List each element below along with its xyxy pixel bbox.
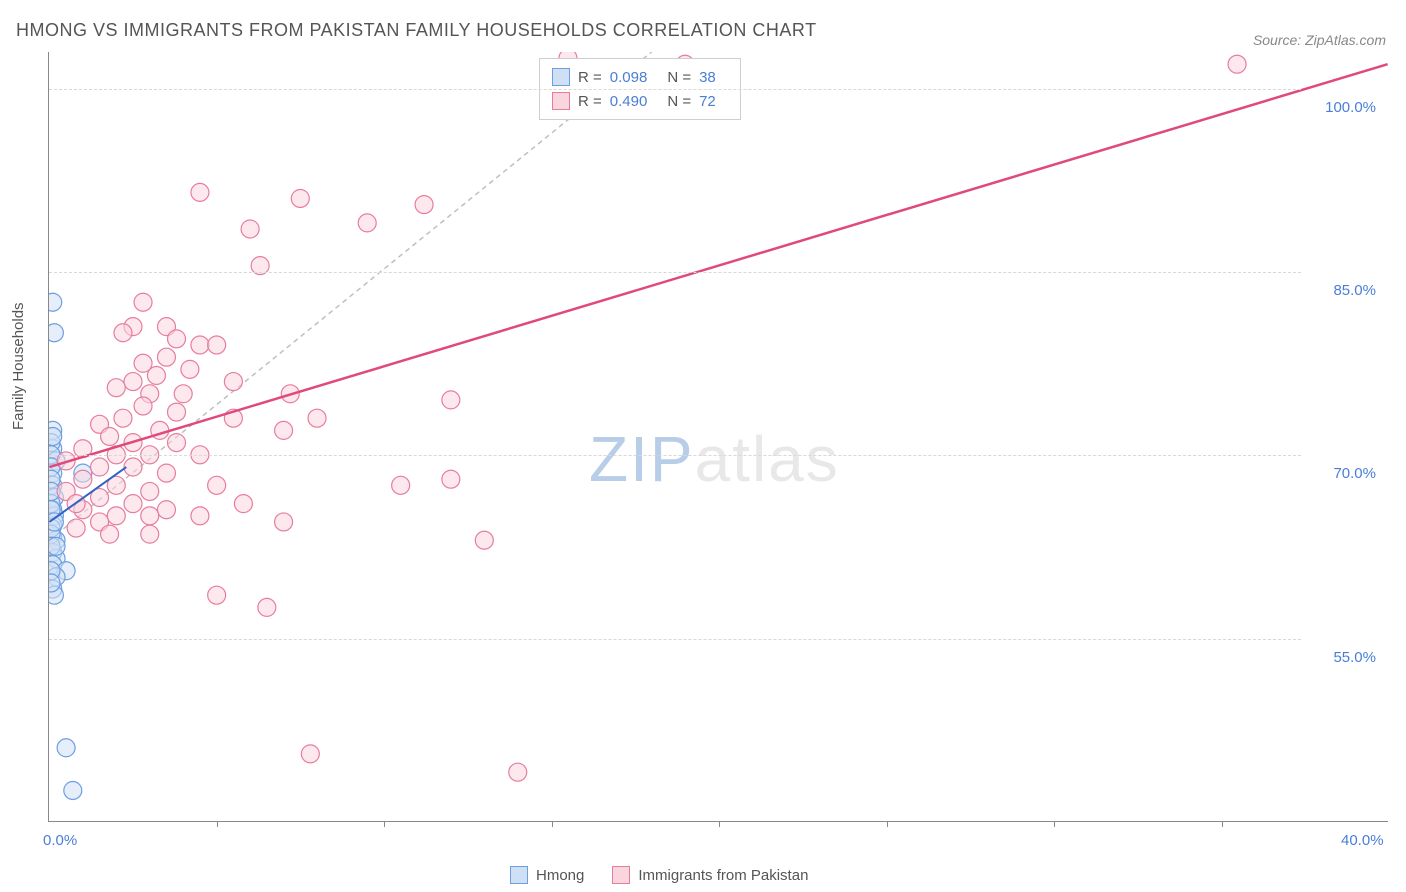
plot-area: ZIPatlas R = 0.098 N = 38 R = 0.490 N = 72 55.0… [48,52,1388,822]
y-tick-label: 55.0% [1333,649,1376,666]
chart-source: Source: ZipAtlas.com [1253,32,1386,48]
x-tick [887,821,888,827]
watermark-atlas: atlas [695,423,840,495]
x-tick-label: 40.0% [1341,832,1384,849]
legend-swatch [510,866,528,884]
legend-label: Immigrants from Pakistan [638,867,808,884]
legend-label: Hmong [536,867,584,884]
r-value: 0.098 [610,69,648,86]
r-label: R = [578,69,602,86]
r-value: 0.490 [610,93,648,110]
x-tick [217,821,218,827]
n-value: 38 [699,69,716,86]
x-tick [1222,821,1223,827]
y-tick-label: 85.0% [1333,282,1376,299]
x-tick [719,821,720,827]
x-tick [1054,821,1055,827]
legend-stat-row: R = 0.098 N = 38 [552,65,728,89]
legend-stat-row: R = 0.490 N = 72 [552,89,728,113]
gridline [49,639,1301,640]
gridline [49,272,1301,273]
legend-series: Hmong Immigrants from Pakistan [510,866,808,884]
legend-swatch [552,92,570,110]
gridline [49,455,1301,456]
x-tick [384,821,385,827]
legend-swatch [552,68,570,86]
gridline [49,89,1301,90]
n-value: 72 [699,93,716,110]
legend-item: Hmong [510,866,584,884]
watermark: ZIPatlas [589,422,840,496]
chart-title: HMONG VS IMMIGRANTS FROM PAKISTAN FAMILY… [16,20,817,41]
n-label: N = [667,69,691,86]
x-tick [552,821,553,827]
legend-item: Immigrants from Pakistan [612,866,808,884]
y-tick-label: 100.0% [1325,99,1376,116]
legend-swatch [612,866,630,884]
y-axis-label: Family Households [10,302,27,430]
y-tick-label: 70.0% [1333,465,1376,482]
n-label: N = [667,93,691,110]
watermark-zip: ZIP [589,423,695,495]
x-tick-label: 0.0% [43,832,77,849]
r-label: R = [578,93,602,110]
